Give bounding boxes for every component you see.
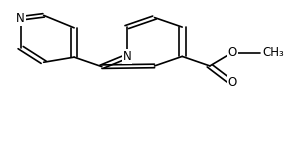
Text: CH₃: CH₃	[263, 46, 284, 59]
Text: O: O	[228, 76, 237, 89]
Text: N: N	[122, 50, 131, 63]
Text: O: O	[228, 46, 237, 59]
Text: N: N	[16, 12, 25, 25]
